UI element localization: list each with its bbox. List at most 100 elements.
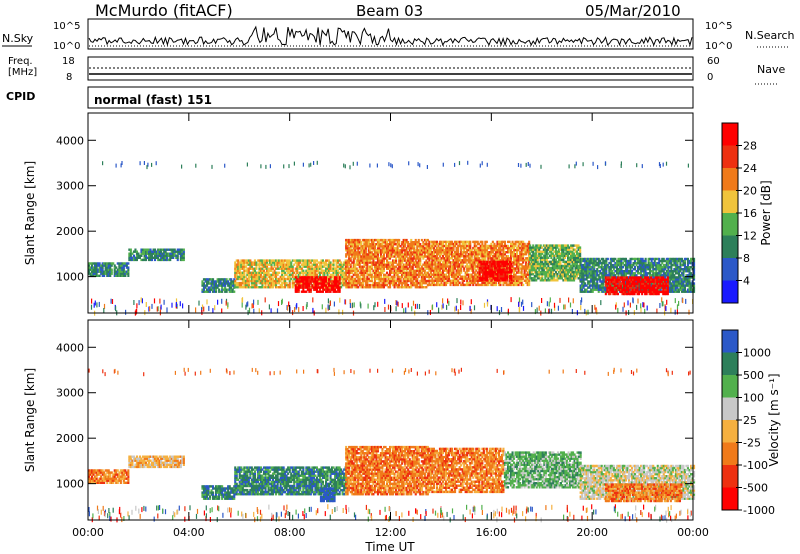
power-cell xyxy=(116,272,119,275)
power-cell xyxy=(275,271,278,274)
power-cell xyxy=(272,273,275,277)
power-cell xyxy=(428,255,431,258)
power-cell xyxy=(542,258,545,262)
power-cell xyxy=(626,263,629,267)
power-cell xyxy=(542,271,545,274)
power-cell xyxy=(281,263,284,266)
power-cell xyxy=(432,281,435,284)
power-cell xyxy=(379,265,382,268)
power-cell xyxy=(166,256,169,259)
power-cell xyxy=(542,266,545,270)
power-cell xyxy=(314,271,317,274)
power-cell xyxy=(452,261,455,264)
power-cell xyxy=(574,244,577,247)
power-cell xyxy=(489,266,492,270)
power-cell xyxy=(121,272,124,275)
power-cell xyxy=(545,279,548,282)
power-cell xyxy=(542,273,545,276)
power-cell xyxy=(522,267,525,270)
power-cell xyxy=(267,286,270,289)
power-cell xyxy=(393,265,396,268)
power-cell xyxy=(393,238,396,242)
power-cell xyxy=(499,275,502,278)
power-cell xyxy=(554,246,557,249)
power-cell xyxy=(440,251,443,254)
power-cell xyxy=(238,263,241,266)
power-cell xyxy=(210,282,213,285)
power-cell xyxy=(502,271,505,274)
power-cell xyxy=(399,277,402,281)
power-cell xyxy=(493,244,496,248)
power-cell xyxy=(411,271,414,274)
power-cell xyxy=(414,241,417,244)
power-cell xyxy=(490,275,493,278)
power-cell xyxy=(308,271,311,274)
power-cell xyxy=(110,262,113,265)
power-cell xyxy=(370,257,373,260)
power-cell xyxy=(434,259,437,262)
power-cell xyxy=(429,273,432,276)
power-cell xyxy=(493,266,496,270)
power-cell xyxy=(533,252,536,255)
power-cell xyxy=(466,265,469,268)
power-cell xyxy=(593,272,596,275)
power-cell xyxy=(502,279,505,282)
power-cell xyxy=(581,284,584,287)
power-cell xyxy=(250,273,253,277)
power-cell xyxy=(390,241,393,244)
power-cell xyxy=(593,270,596,273)
power-cell xyxy=(296,267,299,270)
power-cell xyxy=(384,245,387,248)
power-cell xyxy=(461,244,464,248)
power-cell xyxy=(454,261,457,264)
power-cell xyxy=(125,270,128,273)
power-cell xyxy=(287,265,290,268)
power-cell xyxy=(507,244,510,248)
power-cell xyxy=(484,260,487,264)
power-cell xyxy=(318,288,321,291)
power-cell xyxy=(570,271,573,274)
power-cell xyxy=(472,281,475,284)
power-cell xyxy=(202,290,205,293)
power-cell xyxy=(437,257,440,260)
power-cell xyxy=(321,284,324,287)
power-cell xyxy=(355,283,358,287)
power-cell xyxy=(267,281,270,285)
power-cell xyxy=(325,281,328,285)
power-cell xyxy=(431,279,434,282)
power-cell xyxy=(473,242,476,246)
power-cell xyxy=(562,266,565,270)
power-cell xyxy=(523,244,526,248)
power-cell xyxy=(408,263,411,266)
power-cell xyxy=(293,281,296,285)
power-cell xyxy=(626,290,629,293)
power-cell xyxy=(399,286,402,289)
power-cell xyxy=(485,246,488,250)
power-cell xyxy=(445,257,448,260)
power-cell xyxy=(497,255,500,258)
power-cell xyxy=(361,286,364,289)
power-cell xyxy=(588,282,591,285)
power-cell xyxy=(241,265,244,268)
power-cell xyxy=(562,264,565,268)
power-cell xyxy=(491,251,494,254)
power-cell xyxy=(445,273,448,276)
power-cell xyxy=(494,246,497,250)
power-cell xyxy=(413,269,416,272)
nave-label: Nave xyxy=(757,63,785,76)
power-cell xyxy=(321,290,324,293)
power-cell xyxy=(213,288,216,291)
power-cell xyxy=(423,255,426,258)
power-cell xyxy=(399,281,402,285)
power-cell xyxy=(520,263,523,266)
power-cell xyxy=(337,286,340,289)
power-cell xyxy=(338,265,341,268)
power-cell xyxy=(250,279,253,283)
freq-label-1: Freq. xyxy=(8,56,33,67)
power-cell xyxy=(296,263,299,266)
power-cell xyxy=(476,259,479,262)
power-cell xyxy=(160,252,163,255)
power-cell xyxy=(454,251,457,254)
power-cell xyxy=(332,273,335,277)
power-cell xyxy=(472,251,475,254)
